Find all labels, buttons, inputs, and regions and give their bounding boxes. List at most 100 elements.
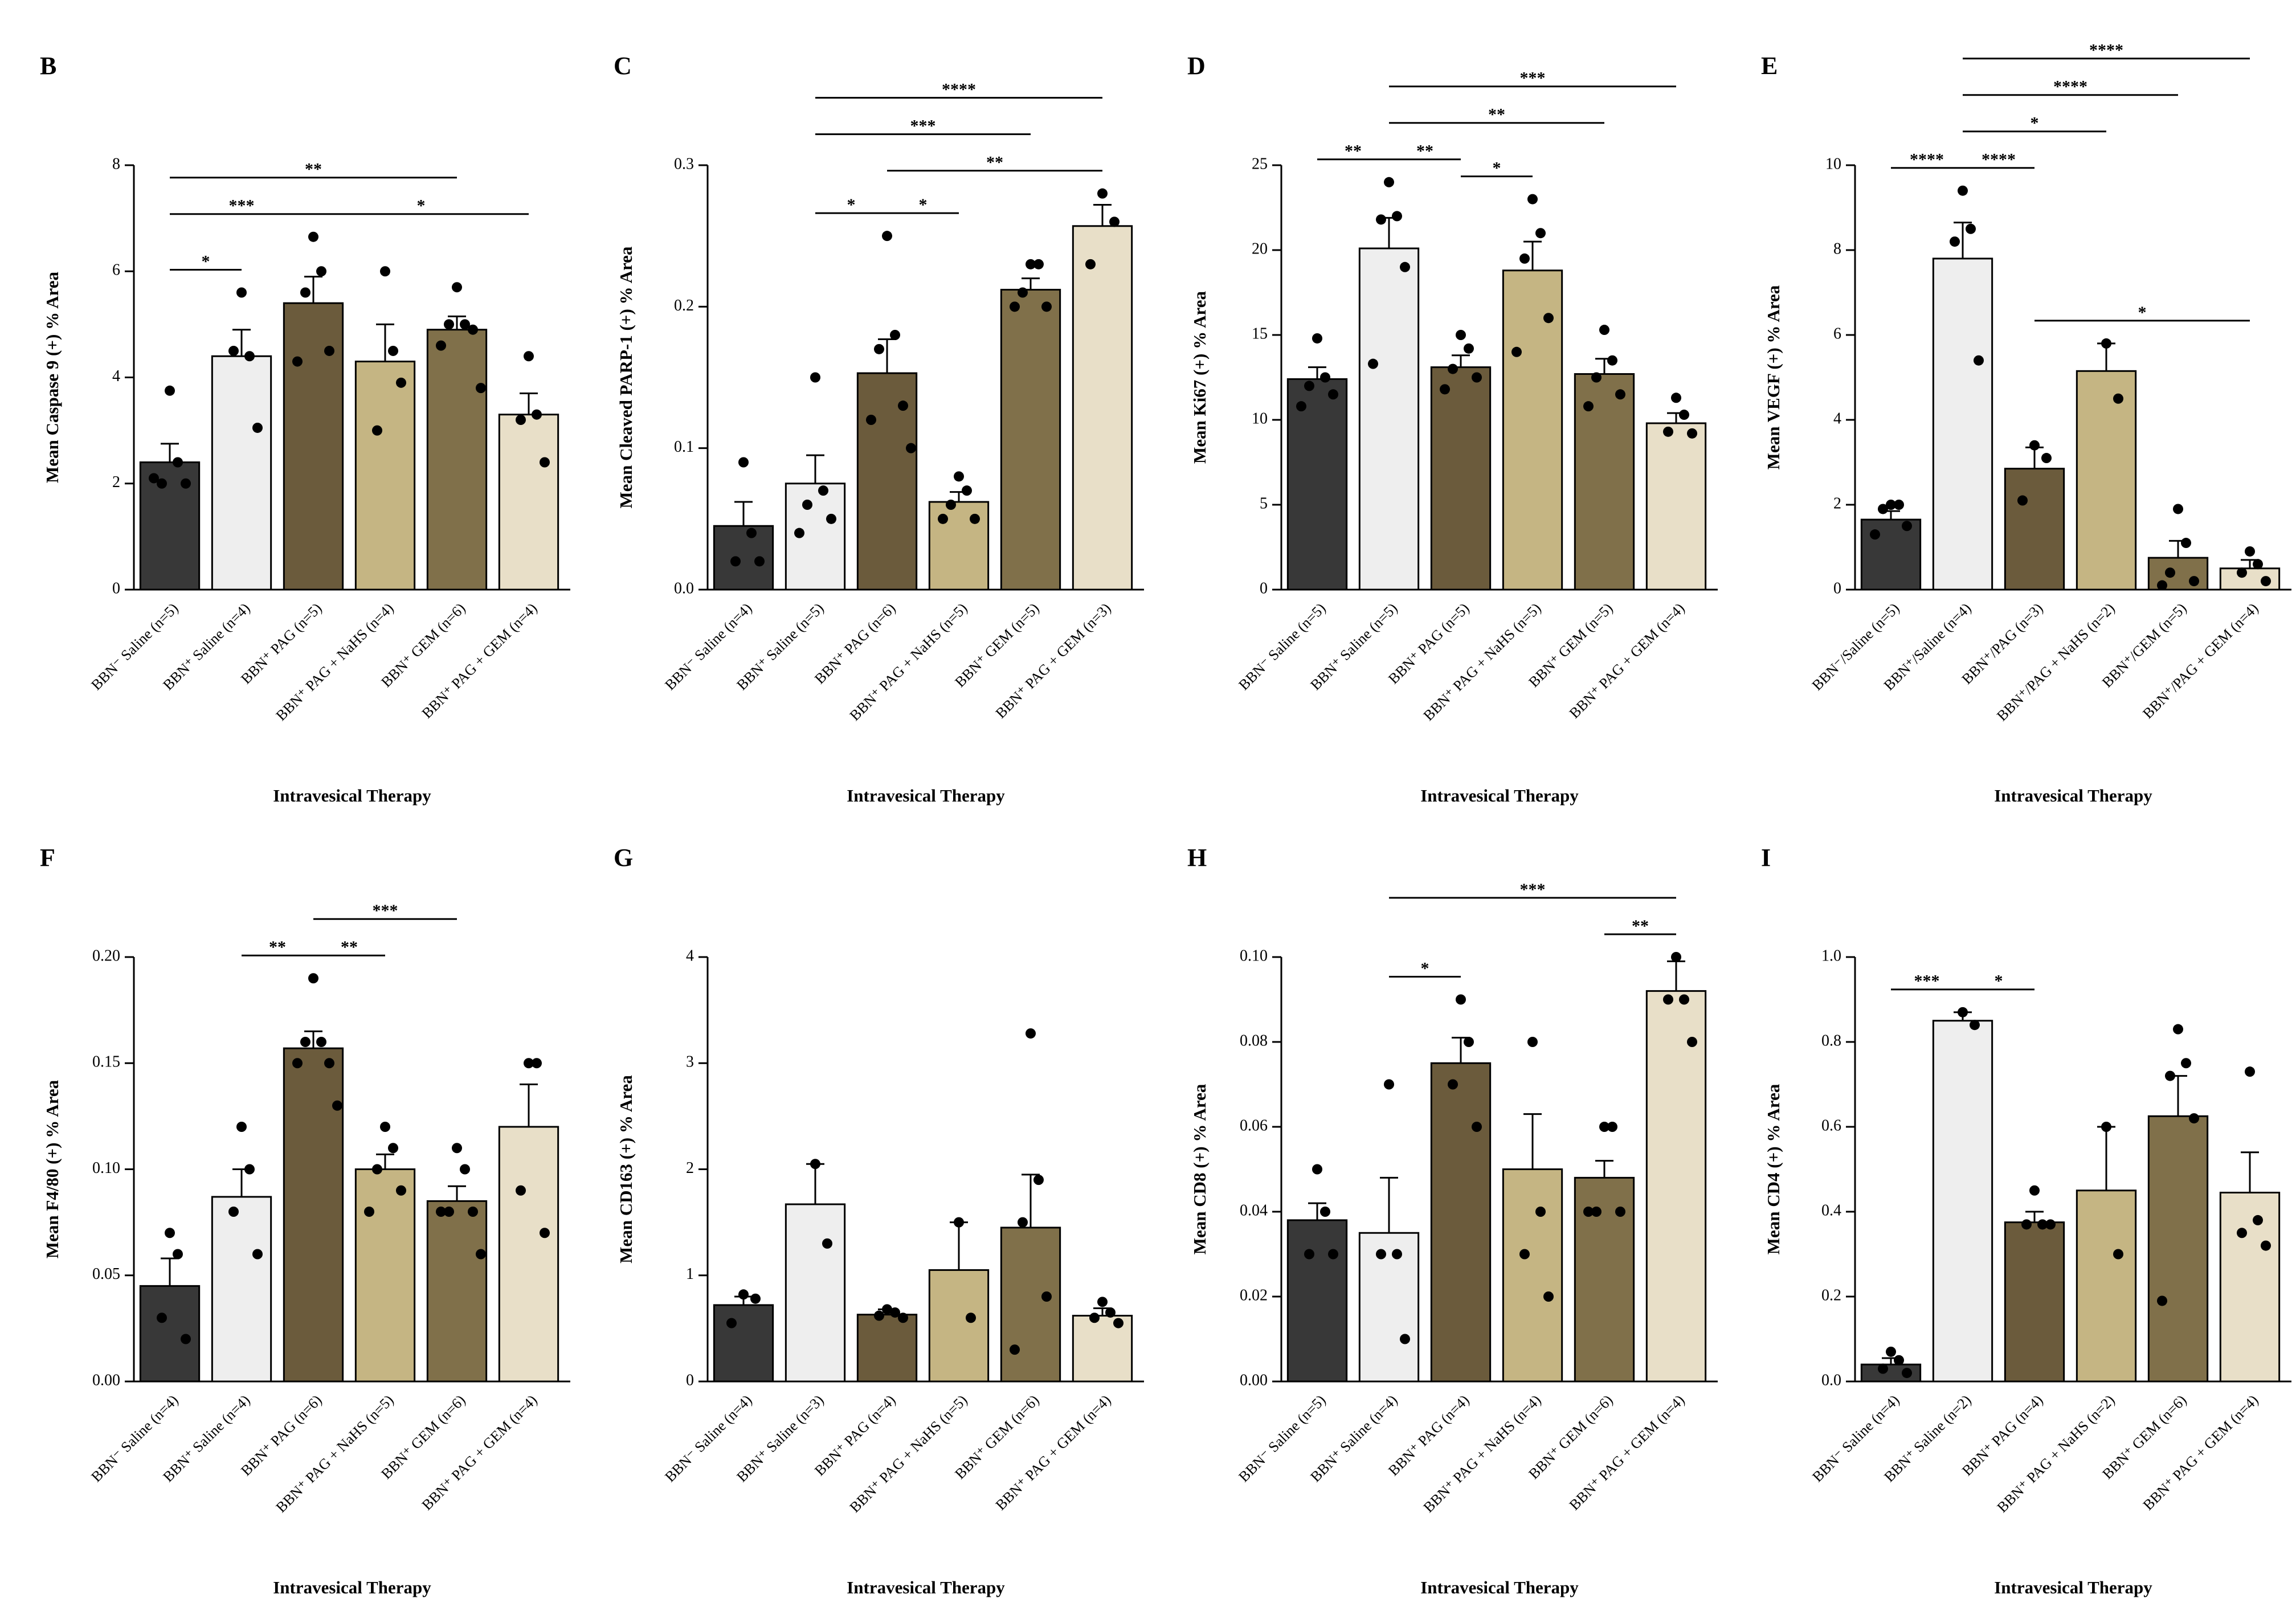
y-tick-label: 0.0 bbox=[674, 579, 694, 597]
data-point bbox=[1950, 236, 1960, 247]
data-point bbox=[2261, 576, 2271, 587]
y-tick-label: 1 bbox=[686, 1265, 694, 1283]
data-point bbox=[2045, 1219, 2056, 1230]
data-point bbox=[244, 351, 255, 362]
bar bbox=[2004, 468, 2065, 591]
data-point bbox=[388, 345, 398, 356]
bar bbox=[498, 414, 559, 591]
data-point bbox=[1519, 253, 1530, 264]
data-point bbox=[2101, 338, 2111, 349]
bar bbox=[1000, 1227, 1061, 1383]
panel: D Mean Ki67 (+) % Area Intravesical Therap… bbox=[1187, 52, 1718, 806]
bar bbox=[1072, 225, 1133, 591]
x-tick-label: BBN⁺/PAG + NaHS (n=2) bbox=[1993, 600, 2118, 724]
bar bbox=[2076, 1189, 2137, 1383]
y-tick-label: 4 bbox=[686, 947, 694, 964]
bar bbox=[1358, 1232, 1420, 1383]
data-point bbox=[292, 356, 303, 367]
y-tick-label: 0 bbox=[112, 579, 120, 597]
data-point bbox=[1464, 343, 1474, 354]
bar bbox=[1358, 247, 1420, 591]
data-point bbox=[1089, 1313, 1100, 1323]
data-point bbox=[452, 282, 462, 293]
y-tick-label: 0.05 bbox=[92, 1265, 120, 1283]
data-point bbox=[1296, 401, 1306, 412]
significance-label: ** bbox=[1416, 142, 1433, 161]
x-axis-title: Intravesical Therapy bbox=[847, 1577, 1005, 1597]
data-point bbox=[228, 345, 239, 356]
data-point bbox=[1010, 301, 1020, 312]
data-point bbox=[1535, 228, 1546, 239]
data-point bbox=[388, 1143, 398, 1154]
data-point bbox=[1392, 1249, 1402, 1260]
significance-label: **** bbox=[1910, 150, 1944, 169]
y-tick-label: 8 bbox=[1833, 240, 1841, 257]
bar bbox=[2004, 1221, 2065, 1383]
bar bbox=[1645, 422, 1707, 591]
data-point bbox=[2173, 1024, 2183, 1035]
bar bbox=[928, 1269, 990, 1383]
y-axis-title: Mean CD163 (+) % Area bbox=[616, 1075, 636, 1264]
data-point bbox=[1870, 529, 1880, 540]
significance-label: **** bbox=[1982, 150, 2016, 169]
y-tick-label: 0.00 bbox=[92, 1371, 120, 1389]
significance-label: ** bbox=[1345, 142, 1362, 161]
bar bbox=[713, 525, 774, 591]
data-point bbox=[1599, 1122, 1609, 1132]
x-tick-label: BBN⁺ PAG + NaHS (n=4) bbox=[273, 600, 397, 724]
data-point bbox=[2245, 1066, 2255, 1077]
data-point bbox=[2157, 1295, 2167, 1306]
data-point bbox=[738, 1289, 749, 1300]
x-axis-title: Intravesical Therapy bbox=[1994, 786, 2152, 806]
data-point bbox=[1958, 1007, 1968, 1017]
data-point bbox=[810, 1159, 820, 1170]
bar bbox=[785, 483, 846, 591]
significance-label: *** bbox=[1520, 69, 1546, 88]
x-tick-label: BBN⁺/PAG + GEM (n=4) bbox=[2139, 600, 2261, 722]
y-tick-label: 0.0 bbox=[1821, 1371, 1841, 1389]
y-tick-label: 4 bbox=[1833, 410, 1841, 427]
x-tick-label: BBN⁺ PAG + GEM (n=4) bbox=[419, 600, 541, 722]
bar bbox=[354, 1168, 416, 1383]
bar bbox=[713, 1304, 774, 1383]
significance-label: **** bbox=[2089, 41, 2123, 60]
data-point bbox=[2157, 580, 2167, 591]
bar bbox=[211, 1196, 272, 1383]
data-point bbox=[1097, 188, 1108, 199]
data-point bbox=[396, 377, 406, 388]
data-point bbox=[1456, 994, 1466, 1005]
data-point bbox=[954, 1217, 964, 1228]
significance-label: ** bbox=[986, 153, 1003, 172]
data-point bbox=[1368, 358, 1378, 369]
data-point bbox=[826, 513, 836, 524]
significance-label: * bbox=[847, 195, 856, 214]
x-tick-label: BBN⁺ PAG + NaHS (n=2) bbox=[1994, 1392, 2118, 1516]
data-point bbox=[524, 351, 534, 362]
y-tick-label: 0.4 bbox=[1821, 1201, 1841, 1219]
data-point bbox=[1109, 216, 1120, 227]
data-point bbox=[1591, 1207, 1602, 1217]
significance-label: *** bbox=[1520, 880, 1546, 899]
data-point bbox=[2189, 1113, 2199, 1124]
data-point bbox=[1041, 1291, 1052, 1302]
data-point bbox=[966, 1313, 976, 1323]
data-point bbox=[1902, 1368, 1912, 1379]
panel-letter: C bbox=[614, 52, 632, 80]
x-tick-label: BBN⁺ PAG + GEM (n=3) bbox=[992, 600, 1114, 722]
data-point bbox=[2253, 1215, 2263, 1225]
panel-letter: E bbox=[1761, 52, 1778, 80]
data-point bbox=[1113, 1318, 1124, 1328]
x-axis-title: Intravesical Therapy bbox=[847, 786, 1005, 806]
panel-letter: B bbox=[40, 52, 56, 80]
significance-label: *** bbox=[229, 197, 255, 215]
panel: B Mean Caspase 9 (+) % Area Intravesical T… bbox=[40, 52, 570, 806]
data-point bbox=[1894, 500, 1904, 510]
data-point bbox=[2237, 1228, 2247, 1238]
data-point bbox=[1886, 500, 1896, 510]
data-point bbox=[316, 266, 326, 277]
data-point bbox=[890, 330, 900, 340]
significance-label: * bbox=[919, 195, 928, 214]
data-point bbox=[2017, 495, 2028, 506]
x-axis-title: Intravesical Therapy bbox=[1994, 1577, 2152, 1597]
data-point bbox=[252, 422, 263, 433]
